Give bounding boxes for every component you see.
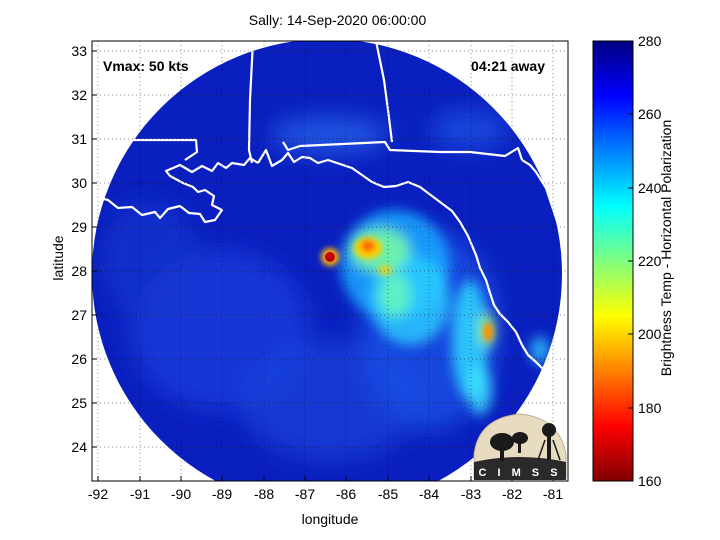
x-tick-label: -90: [171, 486, 191, 502]
y-tick-label: 24: [71, 439, 87, 455]
plot-title: Sally: 14-Sep-2020 06:00:00: [248, 12, 427, 28]
colorbar: [592, 40, 634, 482]
x-tick-label: -82: [502, 486, 522, 502]
y-axis-label: latitude: [50, 235, 66, 281]
x-tick-label: -86: [336, 486, 356, 502]
colorbar-tick-label: 220: [638, 253, 662, 269]
x-tick-label: -91: [130, 486, 150, 502]
brightness-temp-field: [92, 41, 568, 481]
y-tick-label: 25: [71, 395, 87, 411]
y-tick-label: 26: [71, 351, 87, 367]
x-axis-label: longitude: [301, 511, 359, 527]
y-tick-label: 27: [71, 307, 87, 323]
map-grid: [92, 41, 568, 481]
y-tick-label: 29: [71, 219, 87, 235]
x-tick-label: -88: [254, 486, 274, 502]
x-tick-label: -92: [88, 486, 108, 502]
x-tick-label: -81: [543, 486, 563, 502]
colorbar-tick-labels: 160 180 200 220 240 260 280: [638, 33, 662, 489]
colorbar-tick-label: 160: [638, 473, 662, 489]
x-tick-label: -89: [212, 486, 232, 502]
y-tick-label: 32: [71, 87, 87, 103]
colorbar-tick-label: 200: [638, 326, 662, 342]
colorbar-label: Brightness Temp - Horizontal Polarizatio…: [658, 119, 674, 377]
y-tick-label: 33: [71, 43, 87, 59]
colorbar-tick-label: 260: [638, 106, 662, 122]
vmax-label: Vmax: 50 kts: [103, 58, 189, 74]
x-tick-label: -83: [461, 486, 481, 502]
x-tick-label: -85: [378, 486, 398, 502]
x-tick-label: -87: [295, 486, 315, 502]
y-tick-labels: 24 25 26 27 28 29 30 31 32 33: [71, 43, 87, 455]
cimss-logo: C I M S S: [473, 413, 567, 480]
y-tick-label: 30: [71, 175, 87, 191]
y-tick-label: 28: [71, 263, 87, 279]
colorbar-tick-label: 280: [638, 33, 662, 49]
colorbar-tick-label: 180: [638, 400, 662, 416]
x-tick-labels: -92 -91 -90 -89 -88 -87 -86 -85 -84 -83 …: [88, 486, 563, 502]
coastline-outline: [95, 41, 568, 383]
x-tick-label: -84: [419, 486, 439, 502]
y-tick-label: 31: [71, 131, 87, 147]
colorbar-tick-label: 240: [638, 180, 662, 196]
colorbar-tick-marks: [628, 40, 633, 482]
storm-hot-core: [325, 252, 335, 262]
axes-frame: [91, 40, 569, 482]
time-away-label: 04:21 away: [471, 58, 545, 74]
cimss-logo-text: C I M S S: [478, 467, 561, 479]
